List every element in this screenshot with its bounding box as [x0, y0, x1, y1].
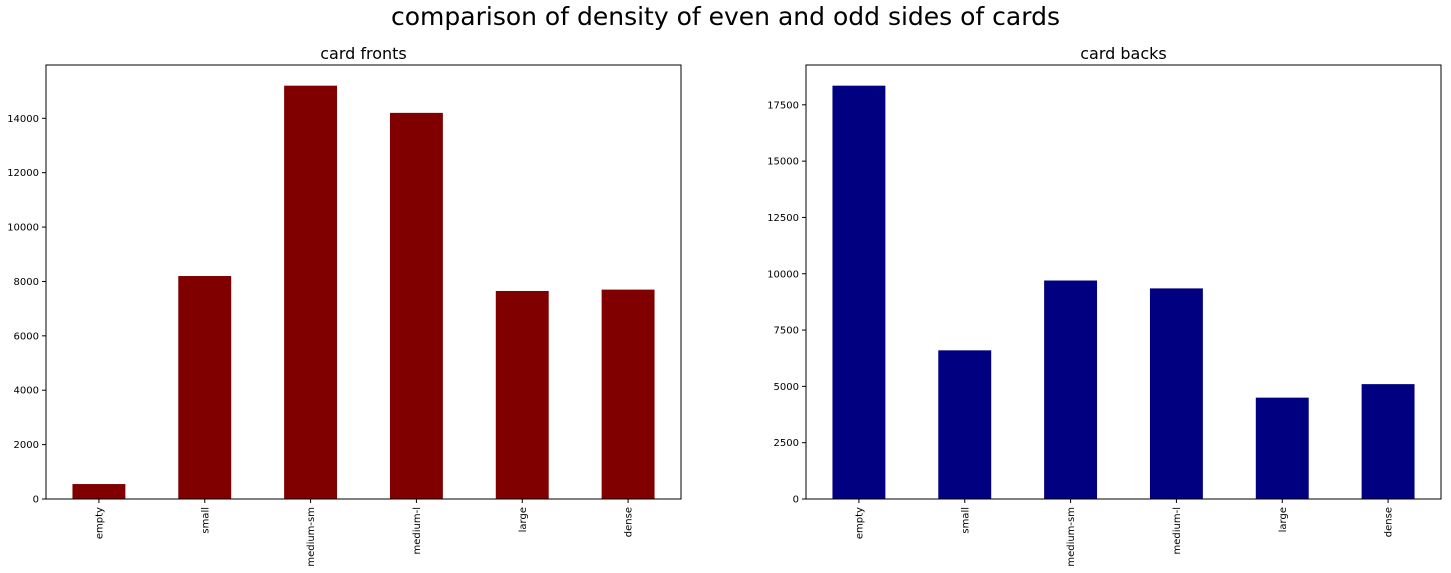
bar-large: [495, 290, 549, 499]
bar-empty: [832, 85, 886, 499]
y-tick-label: 12500: [767, 213, 799, 224]
y-tick-label: 2500: [774, 438, 799, 449]
axes-frame: [45, 64, 682, 500]
x-tick-label-large: large: [1278, 507, 1289, 532]
y-tick-label: 10000: [7, 223, 39, 234]
chart-panel-card-fronts: card fronts 0 2000 4000 6000 8000 10000 12000 14…: [7, 44, 682, 567]
bar-medium-l: [1149, 288, 1203, 499]
y-tick-label: 8000: [14, 277, 39, 288]
x-tick-label-small: small: [200, 507, 211, 534]
figure-title: comparison of density of even and odd si…: [391, 2, 1060, 31]
x-tick-label-empty: empty: [854, 507, 865, 539]
bar-medium-l: [389, 112, 443, 499]
y-tick-label: 14000: [7, 114, 39, 125]
y-tick-label: 17500: [767, 100, 799, 111]
bar-medium-sm: [284, 85, 338, 500]
bar-small: [178, 276, 232, 499]
x-tick-label-empty: empty: [94, 507, 105, 539]
y-tick-label: 5000: [774, 382, 799, 393]
x-tick-label-dense: dense: [1384, 507, 1395, 537]
x-tick-label-dense: dense: [624, 507, 635, 537]
chart-title: card backs: [1080, 44, 1167, 63]
chart-panel-card-backs: card backs 0 2500 5000 7500 10000 12500 15000 17…: [767, 44, 1442, 567]
axes-frame: [805, 64, 1442, 500]
bar-dense: [601, 289, 655, 499]
x-tick-label-medium-sm: medium-sm: [306, 507, 317, 567]
bar-medium-sm: [1044, 280, 1098, 499]
x-tick-label-large: large: [518, 507, 529, 532]
y-tick-label: 10000: [767, 269, 799, 280]
bar-dense: [1361, 384, 1415, 499]
x-tick-label-medium-l: medium-l: [1172, 507, 1183, 555]
y-tick-label: 6000: [14, 331, 39, 342]
y-tick-label: 2000: [14, 440, 39, 451]
x-tick-label-medium-sm: medium-sm: [1066, 507, 1077, 567]
y-tick-label: 7500: [774, 326, 799, 337]
x-tick-label-medium-l: medium-l: [412, 507, 423, 555]
x-tick-label-small: small: [960, 507, 971, 534]
y-tick-label: 0: [793, 495, 799, 506]
bar-empty: [72, 484, 126, 499]
y-tick-label: 12000: [7, 168, 39, 179]
bar-large: [1255, 397, 1309, 499]
chart-title: card fronts: [320, 44, 407, 63]
bar-small: [938, 350, 992, 499]
y-tick-label: 15000: [767, 157, 799, 168]
y-tick-label: 4000: [14, 386, 39, 397]
y-tick-label: 0: [33, 495, 39, 506]
